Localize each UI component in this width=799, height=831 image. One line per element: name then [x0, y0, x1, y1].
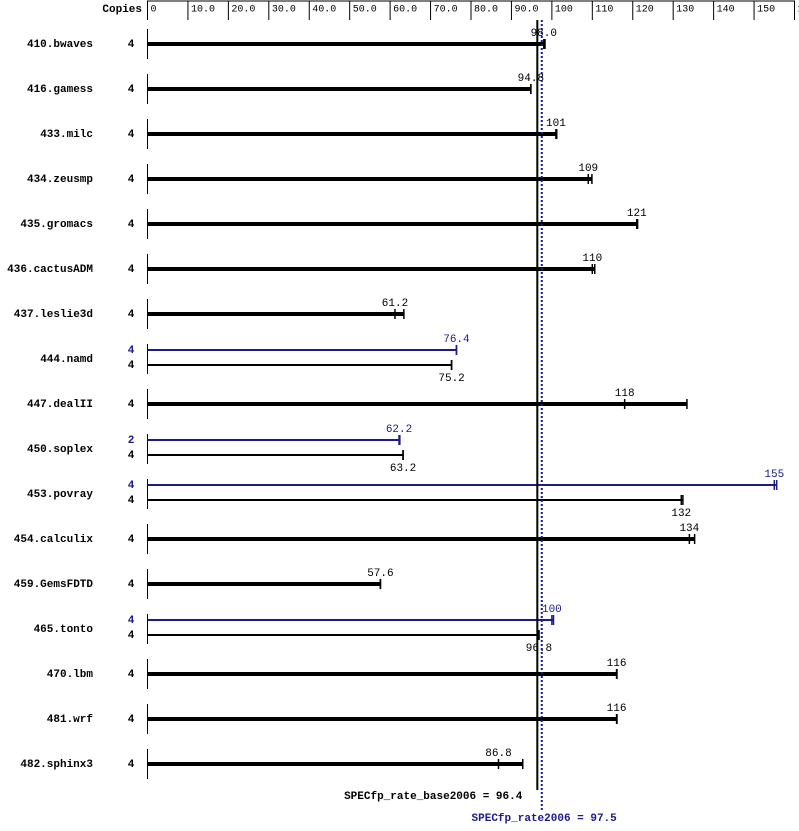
value-label: 62.2 — [386, 424, 412, 436]
copies: 4 — [128, 714, 135, 726]
value-label: 96.8 — [526, 643, 552, 655]
x-tick-label: 150 — [757, 5, 775, 16]
benchmark-name: 410.bwaves — [27, 39, 93, 51]
x-tick-label: 70.0 — [434, 5, 458, 16]
x-tick-label: 100 — [555, 5, 573, 16]
copies: 4 — [128, 495, 135, 507]
x-tick-label: 80.0 — [474, 5, 498, 16]
value-label: 63.2 — [390, 463, 416, 475]
value-label: 75.2 — [438, 373, 464, 385]
copies: 4 — [128, 759, 135, 771]
value-label: 94.8 — [518, 73, 544, 85]
benchmark-name: 470.lbm — [47, 669, 94, 681]
copies: 4 — [128, 450, 135, 462]
value-label: 86.8 — [485, 748, 511, 760]
x-tick-label: 90.0 — [514, 5, 538, 16]
benchmark-name: 454.calculix — [14, 534, 94, 546]
benchmark-name: 444.namd — [40, 354, 93, 366]
benchmark-name: 459.GemsFDTD — [14, 579, 94, 591]
x-tick-label: 160 — [798, 5, 799, 16]
copies: 4 — [128, 399, 135, 411]
value-label: 61.2 — [382, 298, 408, 310]
value-label: 132 — [671, 508, 691, 520]
copies: 4 — [128, 534, 135, 546]
benchmark-name: 437.leslie3d — [14, 309, 93, 321]
copies: 4 — [128, 669, 135, 681]
copies: 2 — [128, 435, 135, 447]
benchmark-name: 453.povray — [27, 489, 93, 501]
x-tick-label: 50.0 — [353, 5, 377, 16]
copies: 4 — [128, 615, 135, 627]
copies: 4 — [128, 480, 135, 492]
benchmark-name: 450.soplex — [27, 444, 93, 456]
copies: 4 — [128, 84, 135, 96]
value-label: 155 — [764, 469, 784, 481]
copies: 4 — [128, 579, 135, 591]
value-label: 98.0 — [531, 28, 557, 40]
value-label: 110 — [582, 253, 602, 265]
value-label: 134 — [679, 523, 699, 535]
copies: 4 — [128, 309, 135, 321]
value-label: 118 — [615, 388, 635, 400]
benchmark-name: 435.gromacs — [20, 219, 93, 231]
x-tick-label: 10.0 — [191, 5, 215, 16]
value-label: 121 — [627, 208, 647, 220]
x-tick-label: 40.0 — [312, 5, 336, 16]
value-label: 109 — [578, 163, 598, 175]
x-tick-label: 0 — [151, 5, 157, 16]
x-tick-label: 30.0 — [272, 5, 296, 16]
x-tick-label: 20.0 — [231, 5, 255, 16]
benchmark-name: 482.sphinx3 — [20, 759, 93, 771]
benchmark-name: 447.dealII — [27, 399, 93, 411]
copies: 4 — [128, 39, 135, 51]
copies: 4 — [128, 360, 135, 372]
benchmark-name: 433.milc — [40, 129, 93, 141]
x-tick-label: 60.0 — [393, 5, 417, 16]
value-label: 100 — [542, 604, 562, 616]
copies: 4 — [128, 129, 135, 141]
copies: 4 — [128, 219, 135, 231]
copies: 4 — [128, 345, 135, 357]
benchmark-name: 436.cactusADM — [7, 264, 93, 276]
benchmark-name: 434.zeusmp — [27, 174, 93, 186]
benchmark-name: 465.tonto — [34, 624, 94, 636]
copies: 4 — [128, 174, 135, 186]
benchmark-name: 416.gamess — [27, 84, 93, 96]
peak-metric-label: SPECfp_rate2006 = 97.5 — [472, 813, 618, 825]
value-label: 57.6 — [367, 568, 393, 580]
x-tick-label: 110 — [595, 5, 613, 16]
value-label: 101 — [546, 118, 566, 130]
value-label: 116 — [607, 658, 627, 670]
x-tick-label: 130 — [676, 5, 694, 16]
benchmark-name: 481.wrf — [47, 714, 94, 726]
base-metric-label: SPECfp_rate_base2006 = 96.4 — [344, 791, 523, 803]
axis-label: Copies — [102, 4, 142, 16]
copies: 4 — [128, 264, 135, 276]
copies: 4 — [128, 630, 135, 642]
x-tick-label: 120 — [636, 5, 654, 16]
x-tick-label: 140 — [717, 5, 735, 16]
value-label: 116 — [607, 703, 627, 715]
value-label: 76.4 — [443, 334, 470, 346]
